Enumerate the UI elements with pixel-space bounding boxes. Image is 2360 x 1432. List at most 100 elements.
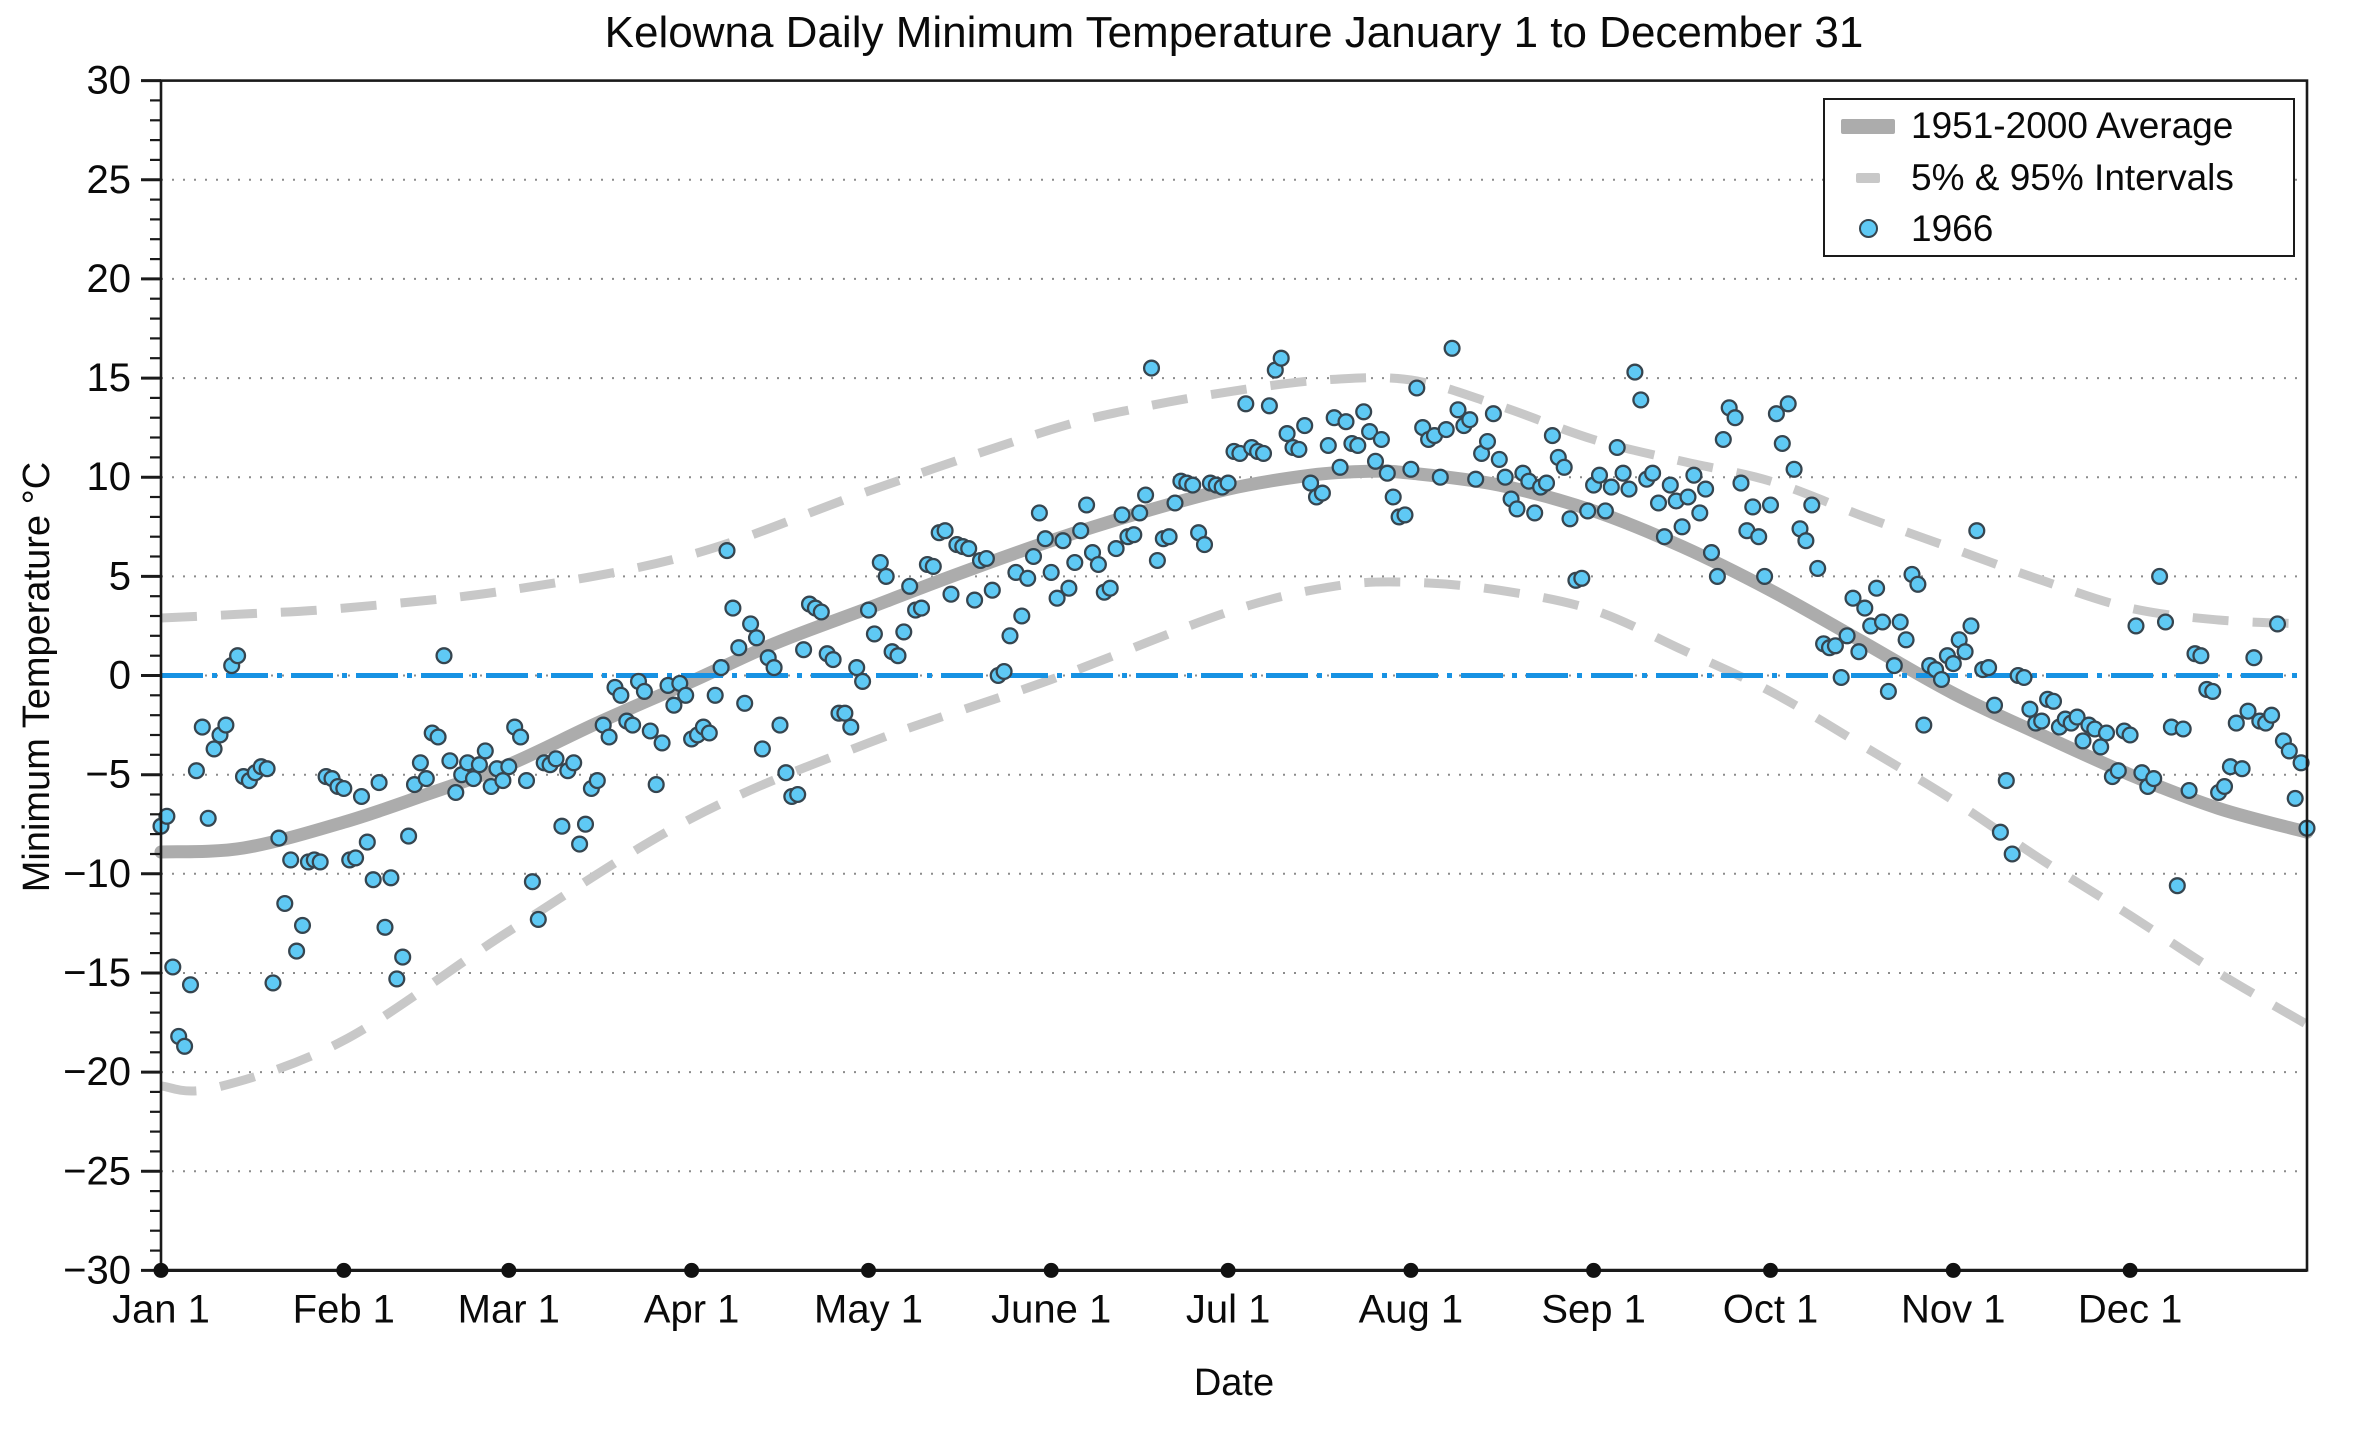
data-point-1966 — [1449, 401, 1467, 419]
data-point-1966 — [1337, 413, 1355, 431]
data-point-1966 — [1113, 506, 1131, 524]
data-point-1966 — [995, 662, 1013, 681]
data-point-1966 — [842, 718, 860, 736]
interval-curve — [160, 373, 2308, 629]
data-point-1966 — [288, 942, 306, 960]
legend-item-1966: 1966 — [1825, 204, 2293, 254]
data-point-1966 — [765, 659, 783, 677]
data-point-1966 — [1832, 668, 1850, 687]
data-point-1966 — [2227, 714, 2245, 732]
data-point-1966 — [877, 567, 895, 585]
interval-curve — [160, 577, 2310, 1096]
data-point-1966 — [1909, 575, 1927, 593]
data-point-1966 — [1148, 551, 1166, 570]
data-point-1966 — [276, 894, 294, 913]
data-point-1966 — [1443, 339, 1461, 357]
data-point-1966 — [753, 740, 771, 758]
average-line-swatch — [1825, 118, 1911, 134]
data-point-1966 — [1260, 397, 1278, 415]
data-point-1966 — [2145, 770, 2163, 788]
data-point-1966 — [1160, 528, 1178, 546]
data-point-1966 — [158, 807, 176, 825]
data-point-1966 — [1478, 432, 1497, 451]
data-point-1966 — [2286, 789, 2304, 807]
data-point-1966 — [311, 853, 329, 871]
data-point-1966 — [718, 542, 736, 560]
data-point-1966 — [1626, 363, 1644, 381]
x-tick-label: Mar 1 — [458, 1287, 560, 1331]
data-point-1966 — [2068, 708, 2086, 726]
data-point-1966 — [1561, 510, 1579, 528]
data-point-1966 — [1679, 488, 1697, 506]
data-point-1966 — [936, 522, 954, 540]
data-point-1966 — [1272, 349, 1290, 367]
data-point-1966 — [2156, 613, 2175, 631]
data-point-1966 — [1726, 409, 1744, 427]
data-point-1966 — [1378, 464, 1396, 482]
data-point-1966 — [1685, 466, 1703, 484]
data-point-1966 — [1579, 502, 1597, 520]
data-point-1966 — [1608, 438, 1626, 457]
data-point-1966 — [1773, 434, 1791, 453]
data-point-1966 — [706, 686, 724, 704]
y-tick-label: −25 — [63, 1149, 131, 1193]
data-point-1966 — [517, 772, 536, 790]
data-point-1966 — [848, 659, 866, 677]
data-point-1966 — [270, 829, 288, 847]
data-point-1966 — [282, 851, 300, 869]
data-point-1966 — [476, 742, 494, 760]
data-point-1966 — [1372, 430, 1390, 449]
month-dot — [1403, 1262, 1419, 1278]
data-point-1966 — [352, 787, 371, 806]
data-point-1966 — [1066, 553, 1084, 572]
data-point-1966 — [1237, 395, 1255, 413]
month-dot — [501, 1262, 517, 1278]
data-point-1966 — [795, 641, 813, 659]
data-point-1966 — [1490, 450, 1508, 468]
data-point-1966 — [470, 756, 488, 774]
data-point-1966 — [2015, 668, 2033, 687]
y-tick-label: −10 — [63, 852, 131, 896]
data-point-1966 — [2033, 712, 2051, 730]
data-point-1966 — [1856, 599, 1874, 617]
data-point-1966 — [2280, 742, 2298, 760]
data-point-1966 — [293, 916, 312, 934]
x-tick-label: May 1 — [814, 1287, 923, 1331]
legend: 1951-2000 Average 5% & 95% Intervals 196… — [1823, 98, 2295, 257]
data-point-1966 — [2127, 617, 2145, 635]
data-point-1966 — [388, 970, 406, 988]
data-point-1966 — [1767, 405, 1785, 423]
legend-label: 1966 — [1911, 207, 1994, 249]
data-point-1966 — [1296, 417, 1314, 435]
data-point-1966 — [1036, 530, 1054, 548]
data-point-1966 — [1437, 421, 1455, 439]
data-point-1966 — [1750, 528, 1768, 546]
data-point-1966 — [1708, 567, 1726, 585]
data-point-1966 — [2263, 706, 2281, 724]
data-point-1966 — [700, 724, 718, 742]
data-point-1966 — [187, 762, 205, 780]
data-point-1966 — [2268, 615, 2287, 633]
data-point-1966 — [181, 976, 200, 994]
x-axis-title: Date — [1193, 1362, 1275, 1404]
data-point-1966 — [1496, 468, 1514, 486]
x-tick-label: Jan 1 — [112, 1287, 210, 1331]
data-point-1966 — [199, 809, 217, 827]
data-point-1966 — [2239, 702, 2257, 720]
data-point-1966 — [2292, 754, 2310, 772]
data-point-1966 — [1508, 500, 1526, 518]
data-point-1966 — [1349, 436, 1367, 455]
data-point-1966 — [2233, 760, 2251, 778]
legend-item-average: 1951-2000 Average — [1825, 101, 2293, 151]
data-point-1966 — [1254, 444, 1273, 462]
data-point-1966 — [2204, 682, 2222, 700]
data-point-1966 — [565, 754, 583, 772]
data-point-1966 — [1980, 659, 1998, 677]
data-point-1966 — [512, 728, 530, 746]
data-point-1966 — [1101, 579, 1119, 597]
data-point-1966 — [2074, 732, 2092, 750]
data-point-1966 — [1355, 403, 1373, 421]
data-point-1966 — [376, 918, 394, 936]
data-point-1966 — [1915, 716, 1933, 734]
